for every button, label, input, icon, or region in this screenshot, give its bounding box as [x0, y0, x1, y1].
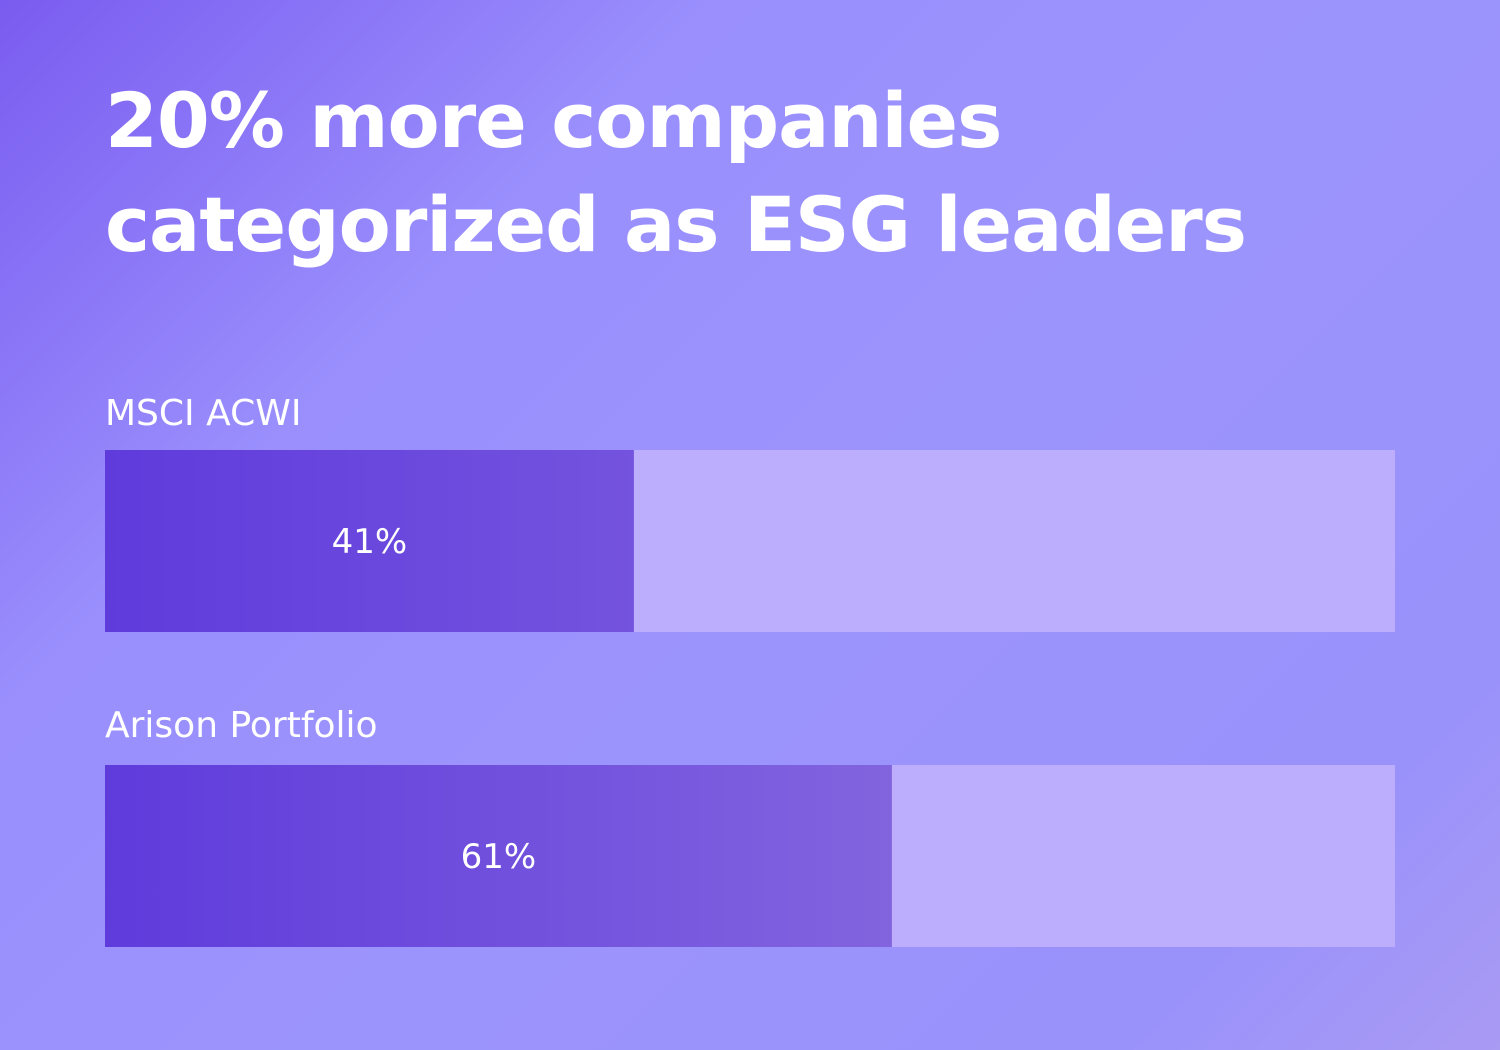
value-label: 61%	[461, 837, 537, 877]
bar	[105, 450, 634, 632]
category-label: MSCI ACWI	[105, 393, 301, 434]
bar	[105, 765, 892, 947]
chart-title-line-2: categorized as ESG leaders	[105, 180, 1246, 269]
chart-title-line-1: 20% more companies	[105, 76, 1001, 165]
value-label: 41%	[332, 522, 408, 562]
bars-group: MSCI ACWI 41% Arison Portfolio 61%	[105, 393, 1395, 947]
category-label: Arison Portfolio	[105, 705, 378, 746]
